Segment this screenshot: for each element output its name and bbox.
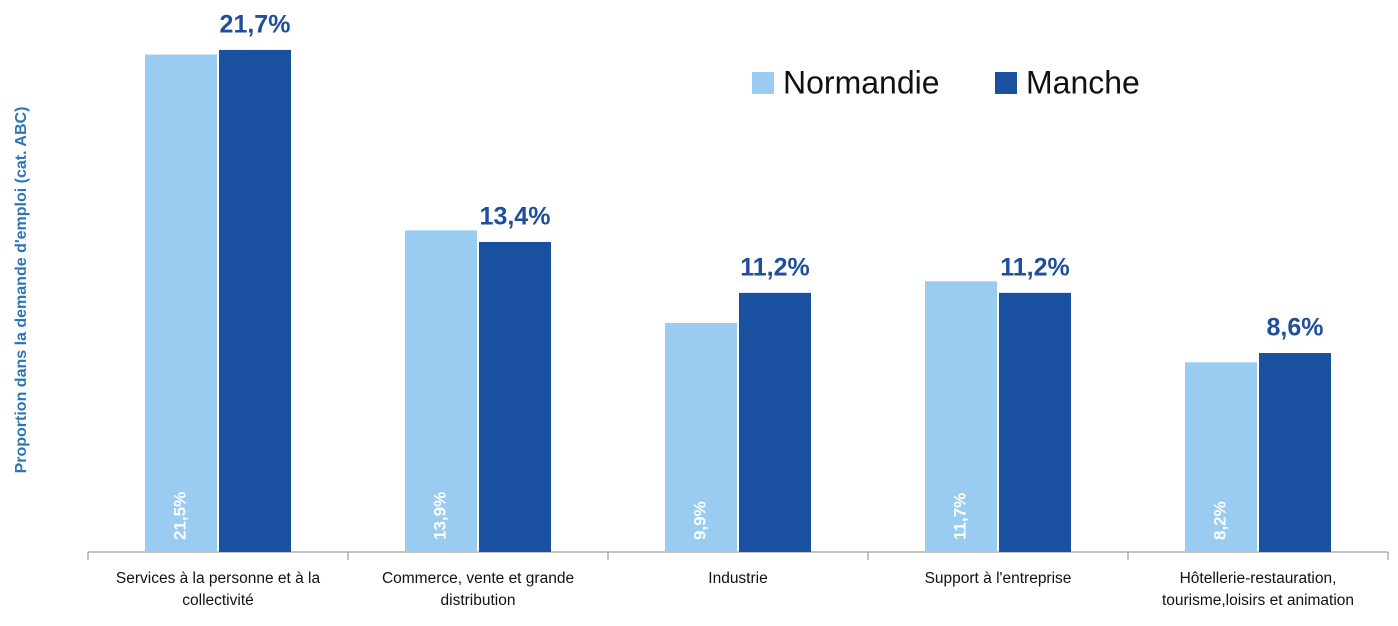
bar — [405, 230, 477, 552]
bar — [925, 281, 997, 552]
data-label: 11,7% — [950, 493, 969, 540]
x-tick-label: Hôtellerie-restauration, tourisme,loisir… — [1161, 570, 1355, 609]
legend-swatch — [752, 72, 774, 94]
bar — [739, 292, 811, 552]
data-label: 21,5% — [170, 492, 189, 540]
x-tick-label: Commerce, vente et grande distribution — [381, 570, 575, 609]
bar — [1185, 362, 1257, 552]
bar — [479, 241, 551, 553]
legend-label: Normandie — [783, 64, 940, 100]
bar — [665, 322, 737, 552]
x-tick-label: Support à l'entreprise — [924, 570, 1072, 587]
bar — [1259, 353, 1331, 552]
y-axis-label: Proportion dans la demande d'emploi (cat… — [13, 107, 30, 474]
bar — [219, 49, 291, 552]
data-label: 21,7% — [220, 11, 291, 39]
bar — [145, 54, 217, 553]
bar — [999, 292, 1071, 552]
legend-label: Manche — [1026, 64, 1140, 100]
data-label: 11,2% — [1000, 253, 1070, 281]
data-label: 8,2% — [1210, 501, 1229, 540]
data-label: 13,4% — [480, 203, 551, 231]
x-tick-label: Services à la personne et à la collectiv… — [115, 570, 321, 609]
data-label: 9,9% — [690, 501, 709, 540]
data-label: 13,9% — [430, 492, 449, 540]
data-label: 11,2% — [740, 253, 810, 281]
x-tick-label: Industrie — [708, 570, 768, 587]
data-label: 8,6% — [1267, 314, 1324, 342]
legend-swatch — [995, 72, 1017, 94]
